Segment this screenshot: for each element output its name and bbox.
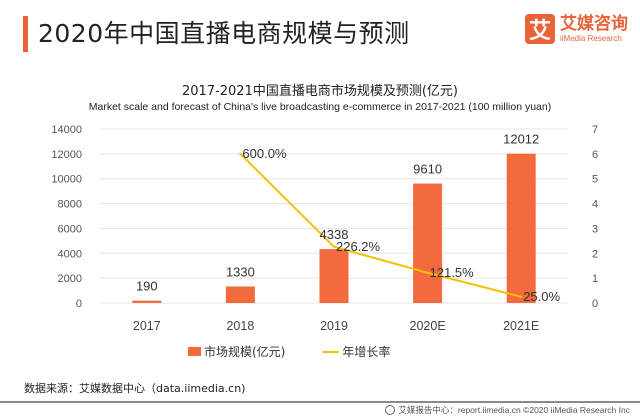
bar	[506, 153, 536, 303]
footer: 艾媒报告中心：report.iimedia.cn ©2020 iiMedia R…	[385, 404, 630, 416]
x-tick-label: 2017	[133, 319, 161, 333]
y-left-tick-label: 4000	[58, 248, 82, 260]
line-series	[239, 152, 523, 298]
legend-bar-label: 市场规模(亿元)	[204, 345, 286, 359]
legend: 市场规模(亿元) 年增长率	[188, 343, 390, 360]
y-left-tick-label: 2000	[58, 273, 82, 285]
growth-rate-point	[426, 271, 429, 274]
y-right-tick-label: 7	[592, 124, 598, 136]
y-right-tick-label: 4	[592, 199, 598, 211]
data-source: 数据来源：艾媒数据中心（data.iimedia.cn)	[24, 382, 246, 395]
title-accent-bar	[23, 16, 28, 52]
bar-value-label: 12012	[503, 132, 539, 147]
y-left-tick-label: 12000	[51, 149, 82, 161]
growth-rate-label: 226.2%	[336, 239, 381, 254]
logo-mark-icon: 艾	[525, 14, 555, 44]
y-left-tick-label: 0	[76, 298, 82, 310]
footer-text: 艾媒报告中心：report.iimedia.cn ©2020 iiMedia R…	[398, 405, 630, 415]
x-tick-label: 2019	[320, 319, 348, 333]
y-right-tick-label: 0	[592, 298, 598, 310]
bar-series	[132, 153, 536, 303]
y-left-tick-label: 8000	[58, 199, 82, 211]
footer-divider	[0, 401, 640, 403]
growth-rate-label: 25.0%	[523, 289, 560, 304]
x-tick-label: 2020E	[410, 319, 446, 333]
x-tick-label: 2018	[226, 319, 254, 333]
bar-value-label: 9610	[413, 162, 442, 177]
growth-rate-label: 121.5%	[430, 265, 475, 280]
y-axis-left: 0 2000 4000 6000 8000 10000 12000 14000	[51, 124, 82, 310]
chart-title: 2017-2021中国直播电商市场规模及预测(亿元)	[181, 84, 458, 99]
logo-name-en: iiMedia Research	[560, 33, 622, 43]
x-axis: 2017 2018 2019 2020E 2021E	[133, 319, 539, 333]
page-title: 2020年中国直播电商规模与预测	[38, 19, 410, 48]
legend-line-swatch-icon	[323, 350, 340, 353]
bar-value-label: 1330	[226, 264, 255, 279]
bar	[225, 286, 255, 303]
y-left-tick-label: 14000	[51, 124, 82, 136]
bar	[319, 249, 349, 303]
bar	[413, 183, 443, 303]
bar-value-label: 4338	[320, 227, 349, 242]
y-right-tick-label: 6	[592, 149, 598, 161]
bar	[132, 300, 162, 303]
legend-bar-swatch-icon	[188, 347, 201, 356]
y-right-tick-label: 3	[592, 223, 598, 235]
report-center-icon	[385, 405, 396, 415]
growth-rate-label: 600.0%	[242, 146, 287, 161]
growth-rate-point	[520, 295, 523, 298]
growth-rate-point	[332, 245, 336, 248]
growth-rate-point	[239, 152, 242, 156]
y-right-tick-label: 1	[592, 273, 598, 285]
y-axis-right: 0 1 2 3 4 5 6 7	[592, 124, 598, 310]
growth-rate-line	[239, 153, 522, 298]
y-left-tick-label: 10000	[51, 174, 82, 186]
iimedia-logo: 艾 艾媒咨询 iiMedia Research	[525, 14, 628, 44]
chart-subtitle: Market scale and forecast of China's liv…	[88, 101, 552, 113]
y-left-tick-label: 6000	[58, 223, 82, 235]
data-labels: 190 1330 4338 9610 12012 600.0% 226.2% 121.5% 25…	[136, 132, 561, 304]
y-right-tick-label: 5	[592, 174, 598, 186]
logo-name-cn: 艾媒咨询	[560, 13, 628, 34]
x-tick-label: 2021E	[503, 319, 539, 333]
legend-line-label: 年增长率	[342, 345, 391, 359]
y-right-tick-label: 2	[592, 248, 598, 260]
bar-value-label: 190	[136, 279, 158, 294]
